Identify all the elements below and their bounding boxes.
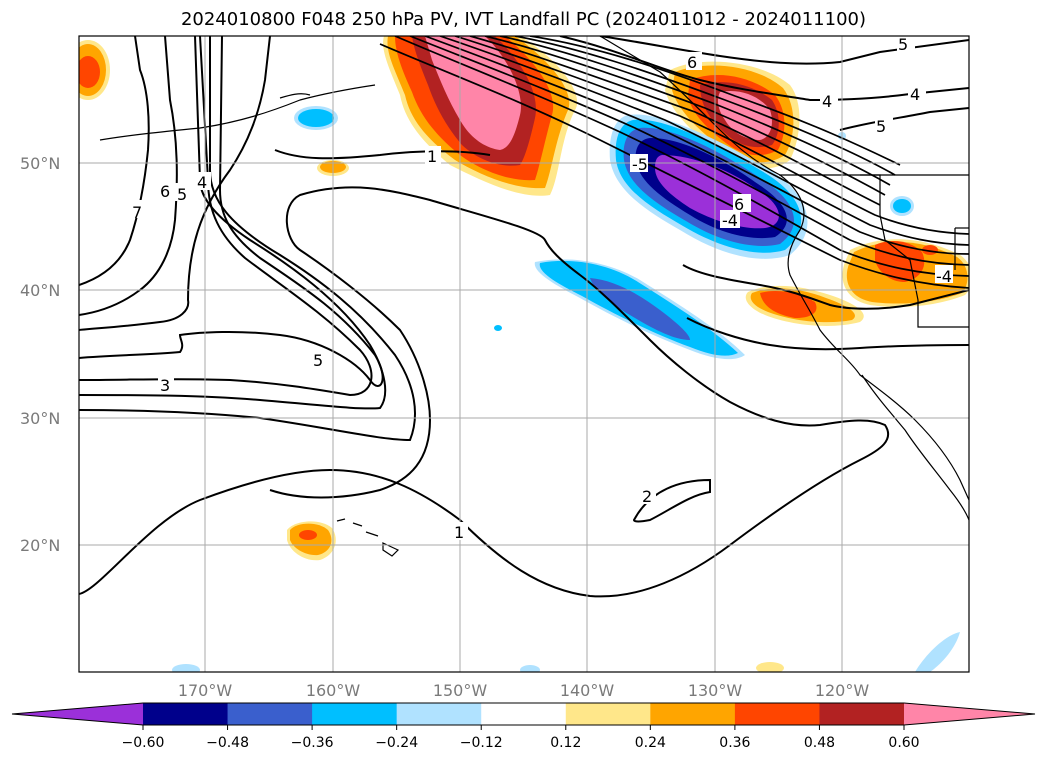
map-title: 2024010800 F048 250 hPa PV, IVT Landfall… (180, 9, 867, 30)
colorbar-tick-label: 0.36 (719, 735, 750, 751)
longitude-axis: 170°W 160°W 150°W 140°W 130°W 120°W (178, 681, 870, 700)
lat-label: 20°N (20, 536, 60, 555)
lon-label: 120°W (815, 681, 870, 700)
contour-label: 4 (822, 92, 832, 111)
colorbar-tick-label: 0.12 (550, 735, 581, 751)
colorbar-segment (565, 703, 651, 725)
contour-label: 3 (160, 376, 170, 395)
coastlines (99, 36, 969, 557)
lat-label: 50°N (20, 154, 60, 173)
colorbar-tick-label: −0.60 (122, 735, 165, 751)
latitude-axis: 50°N 40°N 30°N 20°N (20, 154, 60, 555)
contour-label: 6 (687, 53, 697, 72)
lon-label: 160°W (306, 681, 361, 700)
contour-label: 6 (160, 182, 170, 201)
colorbar-segment (227, 703, 313, 725)
colorbar-segment (819, 703, 905, 725)
colorbar-segment (650, 703, 736, 725)
colorbar-tick-label: 0.60 (888, 735, 919, 751)
contour-label: 5 (898, 35, 908, 54)
contour-label: 2 (642, 487, 652, 506)
lon-label: 130°W (688, 681, 743, 700)
contour-label: 1 (454, 523, 464, 542)
contour-label: -5 (632, 155, 648, 174)
contour-label-group: 5 6 4 -5 -4 4 6 -4 5 7 6 5 4 1 5 3 2 1 (130, 34, 953, 542)
colorbar-tick-label: −0.36 (291, 735, 334, 751)
contour-label: 5 (177, 185, 187, 204)
colorbar-tick-label: 0.24 (635, 735, 666, 751)
contour-label: 1 (427, 147, 437, 166)
contour-label: -4 (936, 267, 952, 286)
colorbar-segment (481, 703, 567, 725)
colorbar-tick-label: 0.48 (804, 735, 835, 751)
colorbar-segment (143, 703, 229, 725)
contour-label: -4 (722, 211, 738, 230)
lat-label: 40°N (20, 281, 60, 300)
lon-label: 140°W (560, 681, 615, 700)
colorbar-tick-label: −0.12 (460, 735, 503, 751)
contour-label: 4 (197, 173, 207, 192)
contour-label: 4 (910, 85, 920, 104)
graticule (79, 36, 969, 672)
colorbar (11, 702, 1036, 726)
contour-label: 7 (132, 203, 142, 222)
contour-label: 5 (313, 351, 323, 370)
lon-label: 170°W (178, 681, 233, 700)
contour-label: 5 (876, 117, 886, 136)
colorbar-extension-min (12, 703, 143, 725)
map-frame (78, 35, 970, 673)
colorbar-extension-max (904, 703, 1035, 725)
ivt-contours (79, 36, 969, 598)
colorbar-segment (396, 703, 482, 725)
lon-label: 150°W (433, 681, 488, 700)
lat-label: 30°N (20, 409, 60, 428)
contour-label: 6 (734, 195, 744, 214)
colorbar-tick-label: −0.24 (375, 735, 418, 751)
colorbar-segment (734, 703, 820, 725)
colorbar-tick-labels: −0.60 −0.48 −0.36 −0.24 −0.12 0.12 0.24 0.36 0.4… (122, 725, 920, 751)
colorbar-tick-label: −0.48 (206, 735, 249, 751)
colorbar-segment (312, 703, 398, 725)
